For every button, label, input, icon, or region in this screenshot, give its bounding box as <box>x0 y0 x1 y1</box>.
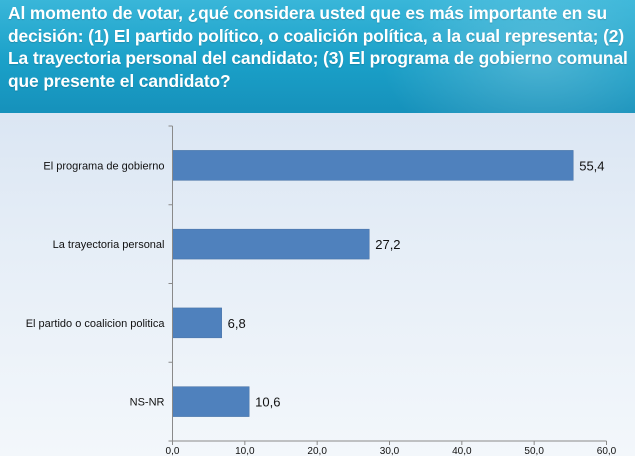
x-tick-label: 20,0 <box>307 446 327 456</box>
value-label: 6,8 <box>228 316 246 331</box>
bar-4 <box>172 386 250 417</box>
x-tick-label: 40,0 <box>452 446 472 456</box>
question-text: Al momento de votar, ¿qué considera uste… <box>8 3 628 91</box>
category-label: El partido o coalicion politica <box>26 318 166 330</box>
category-label: NS-NR <box>130 397 165 409</box>
question-banner: Al momento de votar, ¿qué considera uste… <box>0 0 635 113</box>
x-tick-label: 60,0 <box>597 446 617 456</box>
bar-2 <box>172 228 370 260</box>
x-tick-label: 50,0 <box>524 446 544 456</box>
value-label: 10,6 <box>255 395 280 410</box>
x-tick-label: 30,0 <box>380 446 400 456</box>
x-tick-label: 0,0 <box>166 446 180 456</box>
bar-3 <box>172 307 222 339</box>
bar-1 <box>172 150 574 181</box>
x-tick-label: 10,0 <box>235 446 255 456</box>
category-label: La trayectoria personal <box>53 239 165 251</box>
value-label: 27,2 <box>375 237 400 252</box>
category-label: El programa de gobierno <box>43 160 164 172</box>
value-label: 55,4 <box>579 158 604 173</box>
